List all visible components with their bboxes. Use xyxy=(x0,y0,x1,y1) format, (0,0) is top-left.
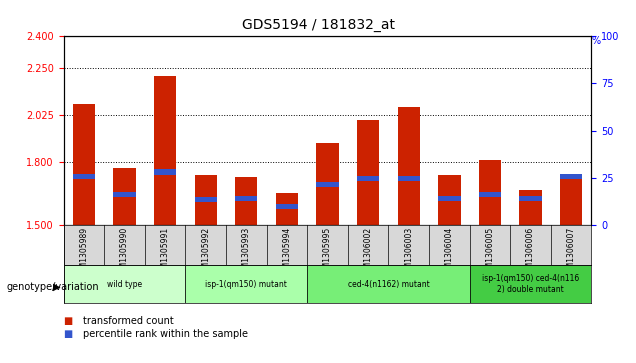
Text: ■: ■ xyxy=(64,329,73,339)
Text: GSM1306005: GSM1306005 xyxy=(485,227,494,278)
Text: GDS5194 / 181832_at: GDS5194 / 181832_at xyxy=(242,18,394,32)
FancyBboxPatch shape xyxy=(469,265,591,303)
Bar xyxy=(276,192,298,225)
Text: wild type: wild type xyxy=(107,280,142,289)
Text: genotype/variation: genotype/variation xyxy=(6,282,99,292)
Text: %: % xyxy=(591,36,600,46)
FancyBboxPatch shape xyxy=(64,265,186,303)
Text: GSM1306003: GSM1306003 xyxy=(404,227,413,278)
FancyBboxPatch shape xyxy=(186,265,307,303)
Bar xyxy=(113,168,135,225)
Bar xyxy=(560,177,583,225)
Bar xyxy=(357,120,379,225)
Bar xyxy=(73,174,95,179)
Text: ■: ■ xyxy=(64,316,73,326)
Bar xyxy=(195,175,217,225)
Bar xyxy=(73,105,95,225)
Bar xyxy=(398,176,420,181)
Bar xyxy=(316,143,339,225)
Text: isp-1(qm150) ced-4(n116
2) double mutant: isp-1(qm150) ced-4(n116 2) double mutant xyxy=(482,274,579,294)
Text: ▶: ▶ xyxy=(53,282,60,292)
Text: GSM1305992: GSM1305992 xyxy=(201,227,211,278)
Bar xyxy=(438,175,460,225)
Bar xyxy=(195,197,217,202)
Bar xyxy=(479,160,501,225)
Text: GSM1305989: GSM1305989 xyxy=(80,227,88,278)
Bar xyxy=(520,196,542,201)
Text: GSM1306007: GSM1306007 xyxy=(567,227,576,278)
Text: percentile rank within the sample: percentile rank within the sample xyxy=(83,329,247,339)
Bar xyxy=(398,107,420,225)
Bar xyxy=(235,196,258,201)
Text: GSM1305993: GSM1305993 xyxy=(242,227,251,278)
Text: GSM1305990: GSM1305990 xyxy=(120,227,129,278)
Text: GSM1306004: GSM1306004 xyxy=(445,227,454,278)
Bar xyxy=(154,170,176,175)
Text: GSM1305991: GSM1305991 xyxy=(161,227,170,278)
Bar xyxy=(113,192,135,197)
Text: transformed count: transformed count xyxy=(83,316,174,326)
Bar xyxy=(316,182,339,187)
Bar xyxy=(154,76,176,225)
Text: isp-1(qm150) mutant: isp-1(qm150) mutant xyxy=(205,280,287,289)
Bar xyxy=(560,174,583,179)
Text: GSM1305994: GSM1305994 xyxy=(282,227,291,278)
Bar xyxy=(235,177,258,225)
Bar xyxy=(520,191,542,225)
Text: GSM1306002: GSM1306002 xyxy=(364,227,373,278)
Bar xyxy=(276,204,298,209)
Text: GSM1305995: GSM1305995 xyxy=(323,227,332,278)
Bar xyxy=(479,192,501,197)
Bar xyxy=(438,196,460,201)
Text: GSM1306006: GSM1306006 xyxy=(526,227,535,278)
Text: ced-4(n1162) mutant: ced-4(n1162) mutant xyxy=(348,280,429,289)
FancyBboxPatch shape xyxy=(307,265,469,303)
Bar xyxy=(357,176,379,181)
